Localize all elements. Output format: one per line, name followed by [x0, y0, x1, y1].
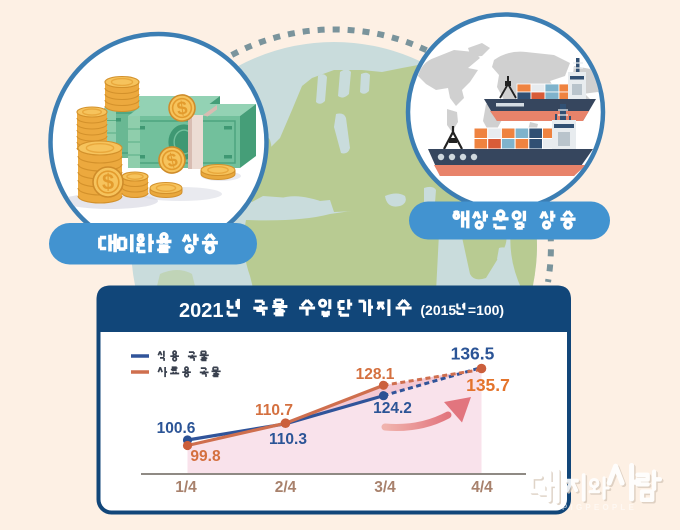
svg-text:136.5: 136.5	[451, 344, 495, 364]
svg-text:100.6: 100.6	[157, 420, 196, 437]
svg-text:128.1: 128.1	[356, 366, 395, 383]
svg-text:4/4: 4/4	[471, 479, 493, 496]
svg-text:110.3: 110.3	[269, 431, 307, 448]
svg-text:1/4: 1/4	[175, 479, 197, 496]
svg-text:135.7: 135.7	[466, 375, 510, 395]
svg-text:99.8: 99.8	[190, 448, 221, 465]
svg-text:110.7: 110.7	[255, 402, 293, 419]
svg-text:124.2: 124.2	[373, 400, 412, 417]
svg-text:3/4: 3/4	[374, 479, 396, 496]
svg-text:2/4: 2/4	[275, 479, 297, 496]
svg-text:PIGPEOPLE: PIGPEOPLE	[562, 503, 637, 512]
svg-text:$: $	[102, 170, 114, 195]
svg-text:=100): =100)	[468, 302, 504, 318]
svg-text:2021: 2021	[179, 300, 224, 322]
svg-text:$: $	[175, 97, 189, 119]
svg-text:(2015: (2015	[420, 302, 456, 318]
